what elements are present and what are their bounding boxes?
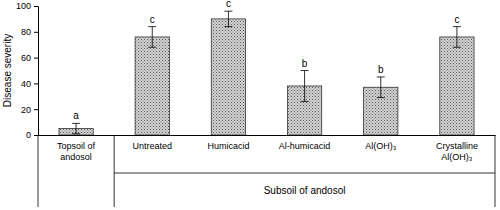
y-tick: 100 [16,1,38,11]
y-tick-mark [34,83,38,84]
error-line [152,27,153,48]
x-tick-label: Al(OH)₃ [365,141,396,151]
annotations: a c c b b c [73,0,459,121]
bar [440,37,474,135]
y-tick: 20 [21,105,38,115]
y-tick-mark [34,109,38,110]
group-label: Subsoil of andosol [264,185,346,196]
y-tick-mark [34,135,38,136]
error-cap [72,133,80,134]
y-tick-mark [34,58,38,59]
error-bar [72,123,80,133]
error-bar [377,77,385,98]
separator [114,135,115,207]
significance-letter: a [73,110,79,121]
significance-letter: c [150,14,155,25]
x-tick: Untreated [132,135,172,151]
x-tick: CrystallineAl(OH)₃ [436,135,478,162]
bar [135,37,169,135]
error-cap [377,97,385,98]
x-tick-label: Al-humicacid [279,141,331,151]
significance-letter: c [226,0,231,9]
error-bar [148,27,156,48]
significance-letter: b [302,58,308,69]
error-cap [453,47,461,48]
bar [211,19,245,135]
x-tick-label: CrystallineAl(OH)₃ [436,141,478,161]
error-cap [224,26,232,27]
error-cap [301,101,309,102]
y-axis: 0 20 40 60 80 100 [16,1,39,140]
chart: a c c b b c 0 20 40 60 80 100 Disease severity Topsoi… [0,0,500,210]
significance-letter: b [378,64,384,75]
error-line [304,71,305,102]
plot-area [59,11,474,135]
error-line [380,77,381,98]
error-cap [148,26,156,27]
error-cap [72,123,80,124]
y-tick-label: 100 [16,1,31,11]
y-tick-label: 60 [21,53,31,63]
x-tick: Topsoil ofandosol [57,135,96,162]
x-axis: Topsoil ofandosol Untreated Humicacid Al-hu… [39,135,496,162]
error-bar [301,71,309,102]
y-tick: 60 [21,53,38,63]
y-tick: 40 [21,79,38,89]
error-cap [301,70,309,71]
significance-letter: c [454,14,459,25]
y-tick-label: 0 [26,130,31,140]
y-axis-title: Disease severity [2,34,13,107]
x-tick: Al-humicacid [279,135,331,151]
x-tick-label: Untreated [132,141,172,151]
y-tick-label: 80 [21,27,31,37]
x-tick: Al(OH)₃ [365,135,396,151]
separator [38,135,39,207]
category-frame [38,135,495,207]
y-tick-mark [34,32,38,33]
y-tick: 80 [21,27,38,37]
error-cap [453,26,461,27]
y-tick-label: 40 [21,79,31,89]
x-axis-line [39,135,496,136]
y-tick: 0 [26,130,38,140]
error-bar [453,27,461,48]
y-tick-mark [34,6,38,7]
error-bar [224,11,232,26]
error-line [456,27,457,48]
y-tick-label: 20 [21,105,31,115]
separator [495,135,496,207]
x-tick-label: Humicacid [207,141,249,151]
error-cap [148,47,156,48]
group-line [114,173,495,174]
x-tick: Humicacid [207,135,249,151]
error-cap [224,11,232,12]
y-axis-line [34,7,39,136]
error-cap [377,76,385,77]
error-line [228,11,229,26]
x-tick-label: Topsoil ofandosol [57,141,96,161]
error-line [76,123,77,133]
